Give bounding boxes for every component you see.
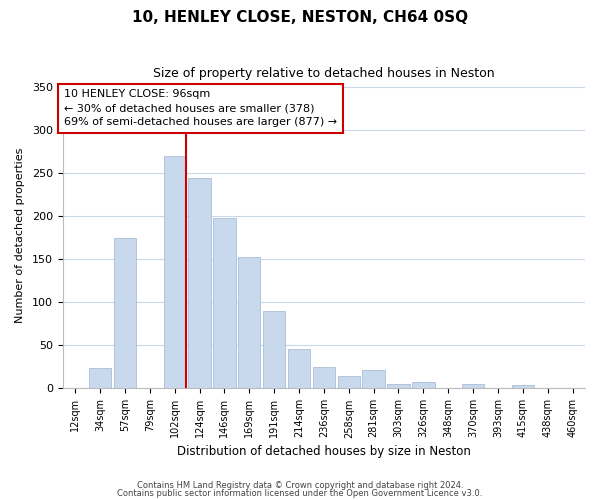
Text: 10, HENLEY CLOSE, NESTON, CH64 0SQ: 10, HENLEY CLOSE, NESTON, CH64 0SQ bbox=[132, 10, 468, 25]
Text: Contains HM Land Registry data © Crown copyright and database right 2024.: Contains HM Land Registry data © Crown c… bbox=[137, 481, 463, 490]
Y-axis label: Number of detached properties: Number of detached properties bbox=[15, 148, 25, 324]
Bar bbox=[164, 156, 186, 388]
Bar bbox=[263, 311, 286, 388]
Bar bbox=[313, 367, 335, 388]
Bar bbox=[188, 178, 211, 388]
Text: 10 HENLEY CLOSE: 96sqm
← 30% of detached houses are smaller (378)
69% of semi-de: 10 HENLEY CLOSE: 96sqm ← 30% of detached… bbox=[64, 89, 337, 127]
Bar bbox=[512, 385, 534, 388]
Title: Size of property relative to detached houses in Neston: Size of property relative to detached ho… bbox=[153, 68, 495, 80]
Bar bbox=[288, 349, 310, 389]
Bar bbox=[338, 376, 360, 388]
Bar bbox=[114, 238, 136, 388]
Text: Contains public sector information licensed under the Open Government Licence v3: Contains public sector information licen… bbox=[118, 488, 482, 498]
Bar bbox=[462, 384, 484, 388]
Bar bbox=[388, 384, 410, 388]
Bar bbox=[213, 218, 236, 388]
Bar bbox=[412, 382, 434, 388]
Bar bbox=[238, 257, 260, 388]
Bar bbox=[362, 370, 385, 388]
Bar bbox=[89, 368, 111, 388]
X-axis label: Distribution of detached houses by size in Neston: Distribution of detached houses by size … bbox=[177, 444, 471, 458]
